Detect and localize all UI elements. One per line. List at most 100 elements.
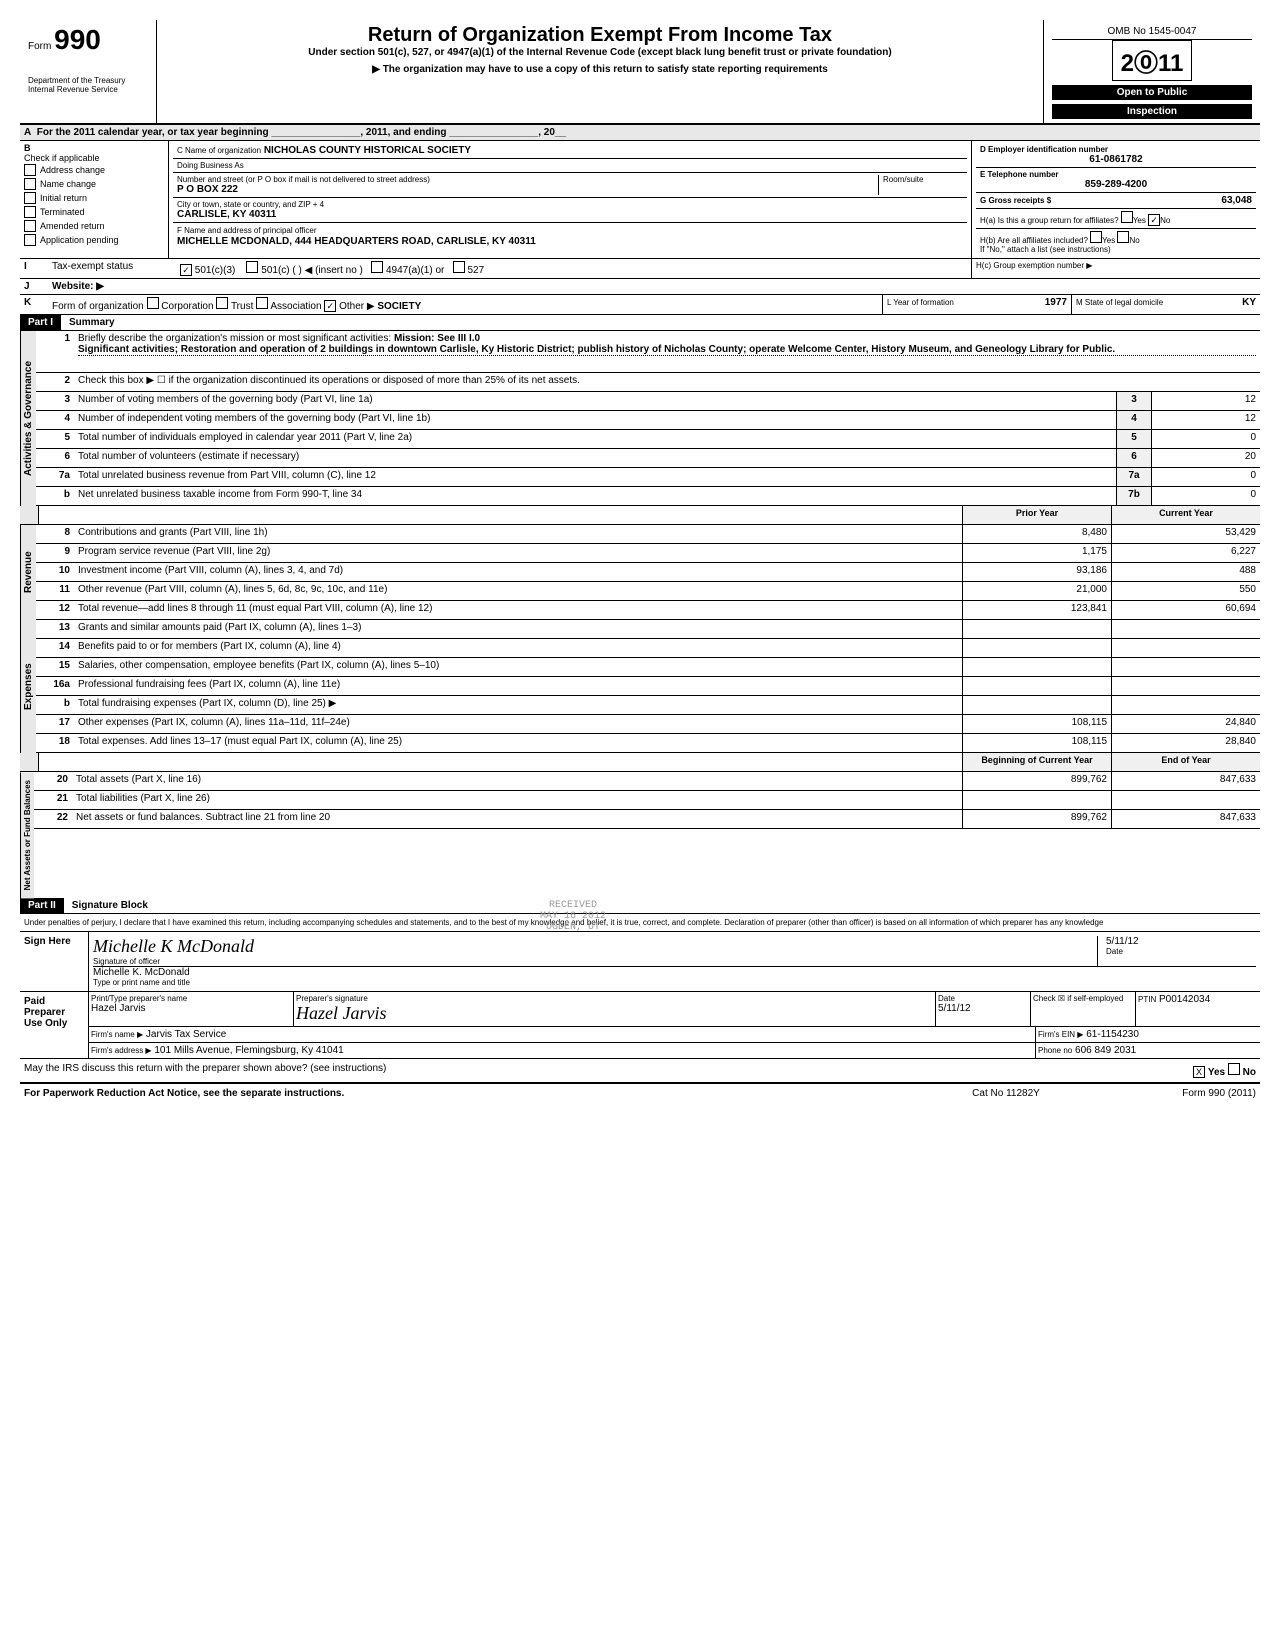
cb-terminated[interactable]: Terminated: [24, 205, 164, 219]
form-label: Form: [28, 41, 51, 52]
table-row: 15Salaries, other compensation, employee…: [36, 658, 1260, 677]
line1-desc: Briefly describe the organization's miss…: [78, 333, 391, 344]
phone-label: E Telephone number: [980, 170, 1252, 179]
gross-receipts-value: 63,048: [1221, 195, 1252, 206]
part2-header: Part II Signature Block: [20, 898, 1260, 914]
sig-label: Signature of officer: [93, 957, 1097, 966]
part2-subtitle: Signature Block: [64, 900, 148, 911]
firm-phone: 606 849 2031: [1075, 1045, 1136, 1056]
officer-printed-name: Michelle K. McDonald: [93, 967, 1256, 978]
check-applicable-label: Check if applicable: [24, 153, 164, 163]
table-row: 21Total liabilities (Part X, line 26): [34, 791, 1260, 810]
governance-label: Activities & Governance: [20, 331, 36, 506]
cb-initial-return[interactable]: Initial return: [24, 191, 164, 205]
cb-application-pending[interactable]: Application pending: [24, 233, 164, 247]
tax-exempt-label: Tax-exempt status: [48, 259, 176, 278]
discuss-text: May the IRS discuss this return with the…: [20, 1059, 1189, 1082]
cb-assoc[interactable]: [256, 297, 268, 309]
firm-ein-label: Firm's EIN ▶: [1038, 1030, 1083, 1039]
firm-addr-label: Firm's address ▶: [91, 1046, 152, 1055]
officer-label: F Name and address of principal officer: [177, 226, 316, 235]
ein-label: D Employer identification number: [980, 145, 1252, 154]
cb-501c[interactable]: [246, 261, 258, 273]
cb-amended[interactable]: Amended return: [24, 219, 164, 233]
preparer-signature: Hazel Jarvis: [296, 1003, 933, 1024]
part1-subtitle: Summary: [61, 317, 115, 328]
part1-header: Part I Summary: [20, 315, 1260, 331]
city-state-zip: CARLISLE, KY 40311: [177, 209, 963, 220]
hc-label: H(c) Group exemption number ▶: [971, 259, 1260, 278]
addr-label: Number and street (or P O box if mail is…: [177, 175, 878, 184]
form-footer: Form 990 (2011): [1106, 1088, 1256, 1099]
stamp-received: RECEIVED: [540, 900, 606, 911]
section-b: B Check if applicable Address change Nam…: [20, 141, 169, 258]
ha-no[interactable]: ✓: [1148, 214, 1160, 226]
cb-name-change[interactable]: Name change: [24, 177, 164, 191]
hb-no[interactable]: [1117, 231, 1129, 243]
preparer-sig-label: Preparer's signature: [296, 994, 933, 1003]
room-label: Room/suite: [878, 175, 963, 195]
form-number: 990: [54, 24, 101, 55]
table-row: bNet unrelated business taxable income f…: [36, 487, 1260, 506]
netassets-label: Net Assets or Fund Balances: [20, 772, 34, 898]
table-row: 11Other revenue (Part VIII, column (A), …: [36, 582, 1260, 601]
cb-527[interactable]: [453, 261, 465, 273]
revenue-section: Revenue 8Contributions and grants (Part …: [20, 525, 1260, 620]
header-block: B Check if applicable Address change Nam…: [20, 141, 1260, 259]
expenses-label: Expenses: [20, 620, 36, 753]
cb-other[interactable]: ✓: [324, 300, 336, 312]
table-row: 5Total number of individuals employed in…: [36, 430, 1260, 449]
city-label: City or town, state or country, and ZIP …: [177, 200, 963, 209]
expenses-section: Expenses 13Grants and similar amounts pa…: [20, 620, 1260, 753]
officer-signature: Michelle K McDonald: [93, 936, 1097, 957]
table-row: 17Other expenses (Part IX, column (A), l…: [36, 715, 1260, 734]
state-domicile-label: M State of legal domicile: [1076, 298, 1163, 307]
table-row: 8Contributions and grants (Part VIII, li…: [36, 525, 1260, 544]
hb-yes[interactable]: [1090, 231, 1102, 243]
current-year-header: Current Year: [1111, 506, 1260, 524]
firm-ein: 61-1154230: [1086, 1029, 1139, 1040]
table-row: 10Investment income (Part VIII, column (…: [36, 563, 1260, 582]
right-header-col: D Employer identification number 61-0861…: [972, 141, 1260, 258]
firm-phone-label: Phone no: [1038, 1046, 1072, 1055]
cb-trust[interactable]: [216, 297, 228, 309]
begin-year-header: Beginning of Current Year: [962, 753, 1111, 771]
street-address: P O BOX 222: [177, 184, 878, 195]
cb-corp[interactable]: [147, 297, 159, 309]
discuss-yes[interactable]: X: [1193, 1066, 1205, 1078]
omb-number: OMB No 1545-0047: [1052, 24, 1252, 40]
prior-year-header: Prior Year: [962, 506, 1111, 524]
prep-date-label: Date: [938, 994, 1028, 1003]
discuss-no[interactable]: [1228, 1063, 1240, 1075]
table-row: 13Grants and similar amounts paid (Part …: [36, 620, 1260, 639]
subtitle1: Under section 501(c), 527, or 4947(a)(1)…: [165, 47, 1035, 58]
netassets-section: Net Assets or Fund Balances 20Total asse…: [20, 772, 1260, 898]
cb-4947[interactable]: [371, 261, 383, 273]
ptin-value: P00142034: [1159, 994, 1210, 1005]
phone-value: 859-289-4200: [980, 179, 1252, 190]
form-org-label: Form of organization: [52, 301, 144, 312]
sign-here-row: Sign Here Michelle K McDonald Signature …: [20, 932, 1260, 992]
firm-address: 101 Mills Avenue, Flemingsburg, Ky 41041: [154, 1045, 343, 1056]
form-header: Form 990 Department of the Treasury Inte…: [20, 20, 1260, 125]
table-row: 9Program service revenue (Part VIII, lin…: [36, 544, 1260, 563]
table-row: 16aProfessional fundraising fees (Part I…: [36, 677, 1260, 696]
cb-501c3[interactable]: ✓: [180, 264, 192, 276]
table-row: 22Net assets or fund balances. Subtract …: [34, 810, 1260, 829]
table-row: 7aTotal unrelated business revenue from …: [36, 468, 1260, 487]
irs-label: Internal Revenue Service: [28, 85, 148, 94]
year-formation-label: L Year of formation: [887, 298, 954, 307]
other-value: SOCIETY: [377, 301, 421, 312]
preparer-name-label: Print/Type preparer's name: [91, 994, 291, 1003]
name-label: Type or print name and title: [93, 978, 1256, 987]
year-formation: 1977: [1045, 297, 1067, 308]
org-name: NICHOLAS COUNTY HISTORICAL SOCIETY: [264, 145, 471, 156]
end-year-header: End of Year: [1111, 753, 1260, 771]
ptin-label: PTIN: [1138, 995, 1156, 1004]
cb-address-change[interactable]: Address change: [24, 163, 164, 177]
sig-date: 5/11/12: [1106, 936, 1256, 947]
ha-yes[interactable]: [1121, 211, 1133, 223]
governance-section: Activities & Governance 1 Briefly descri…: [20, 331, 1260, 506]
self-employed-check: Check ☒ if self-employed: [1031, 992, 1136, 1026]
hb-label: H(b) Are all affiliates included?: [980, 236, 1088, 245]
